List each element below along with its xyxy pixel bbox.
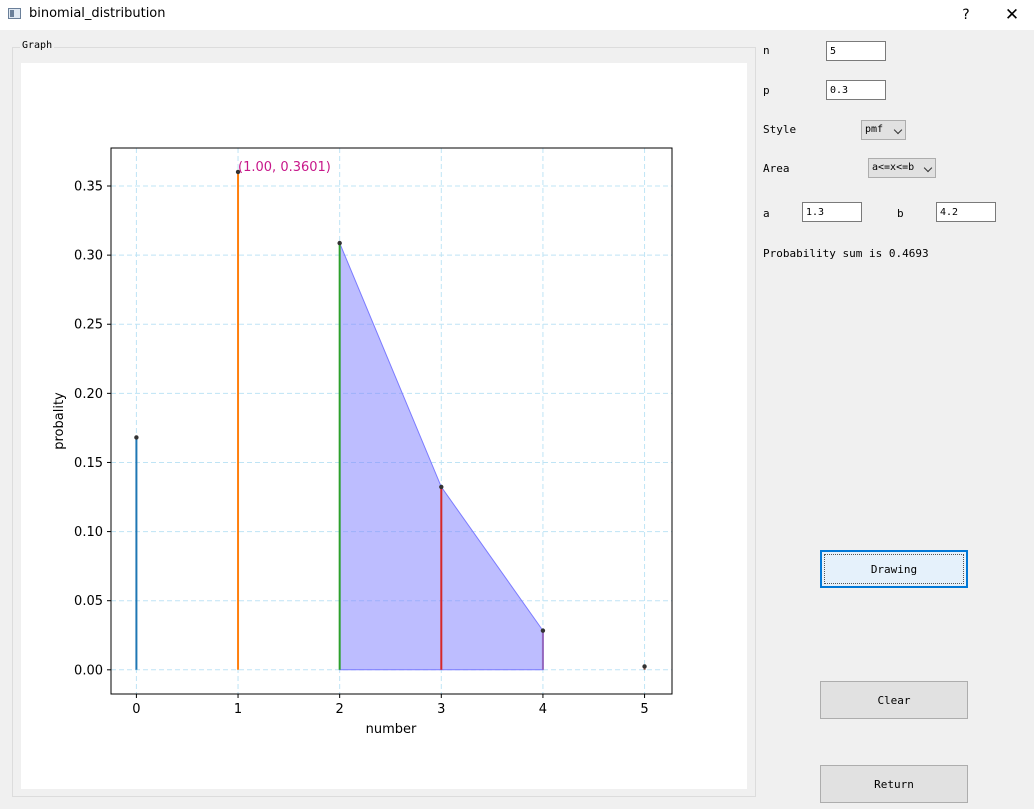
stem-marker	[642, 664, 647, 669]
chevron-down-icon	[893, 125, 903, 135]
x-tick-label: 1	[234, 702, 242, 717]
b-label: b	[897, 207, 904, 220]
y-tick-label: 0.35	[74, 180, 103, 195]
style-label: Style	[763, 123, 797, 136]
x-tick-label: 5	[640, 702, 648, 717]
stem-marker	[134, 435, 139, 440]
app-icon	[8, 8, 21, 19]
y-tick-label: 0.25	[74, 318, 103, 333]
plot-canvas: (1.00, 0.3601) 0 1 2 3 4 5 0.00 0.05 0.10 0.15 0.2…	[21, 63, 747, 789]
window-title: binomial_distribution	[29, 6, 166, 21]
return-button[interactable]: Return	[820, 765, 968, 803]
title-bar: binomial_distribution ? ✕	[0, 0, 1034, 30]
stem-marker	[439, 484, 444, 490]
y-tick-label: 0.15	[74, 456, 103, 471]
stem-layer	[134, 169, 647, 670]
n-input[interactable]	[826, 41, 886, 61]
clear-button[interactable]: Clear	[820, 681, 968, 719]
help-button[interactable]: ?	[962, 7, 970, 23]
stem-marker	[235, 169, 241, 175]
a-label: a	[763, 207, 770, 220]
y-tick-label: 0.00	[74, 663, 103, 678]
close-button[interactable]: ✕	[1004, 5, 1020, 25]
plot-frame	[110, 147, 673, 695]
a-input[interactable]	[802, 202, 862, 222]
b-input[interactable]	[936, 202, 996, 222]
graph-group-label: Graph	[20, 40, 55, 51]
peak-annotation: (1.00, 0.3601)	[238, 160, 331, 175]
area-select[interactable]: a<=x<=b	[868, 158, 936, 178]
stem-marker	[540, 628, 546, 633]
y-tick-label: 0.30	[74, 249, 103, 264]
y-axis-label: probality	[52, 392, 67, 450]
drawing-button[interactable]: Drawing	[820, 550, 968, 588]
stem-marker	[337, 240, 342, 246]
x-tick-label: 0	[132, 702, 140, 717]
area-label: Area	[763, 162, 790, 175]
x-axis-label: number	[366, 722, 417, 737]
x-tick-label: 4	[539, 702, 547, 717]
probability-sum-text: Probability sum is 0.4693	[763, 247, 929, 260]
p-input[interactable]	[826, 80, 886, 100]
x-tick-label: 2	[336, 702, 344, 717]
binomial-chart: (1.00, 0.3601) 0 1 2 3 4 5 0.00 0.05 0.10 0.15 0.2…	[52, 147, 673, 737]
p-label: p	[763, 84, 770, 97]
chevron-down-icon	[923, 163, 933, 173]
style-select[interactable]: pmf	[861, 120, 906, 140]
n-label: n	[763, 44, 770, 57]
graph-groupbox	[12, 47, 756, 797]
y-tick-label: 0.05	[74, 594, 103, 609]
y-tick-label: 0.20	[74, 387, 103, 402]
y-tick-label: 0.10	[74, 525, 103, 540]
tick-layer: 0 1 2 3 4 5 0.00 0.05 0.10 0.15 0.20 0.25 0.30 0.35	[74, 180, 649, 717]
style-select-value: pmf	[865, 124, 884, 135]
x-tick-label: 3	[437, 702, 445, 717]
area-select-value: a<=x<=b	[872, 162, 915, 173]
